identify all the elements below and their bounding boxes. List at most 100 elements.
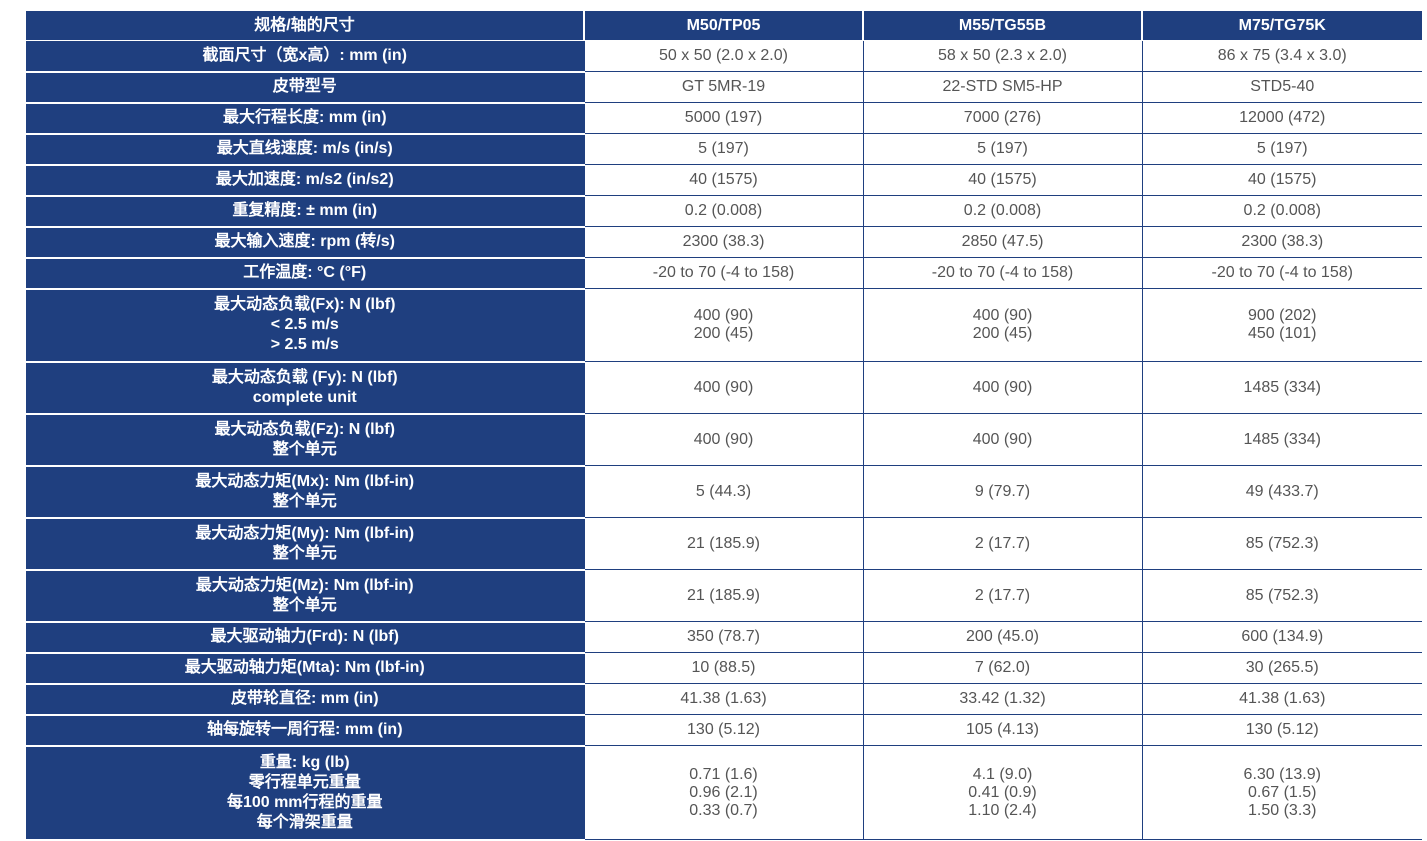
row-label-line: complete unit bbox=[252, 388, 357, 406]
cell-value: 2 (17.7) bbox=[974, 586, 1031, 604]
table-row: 最大驱动轴力(Frd): N (lbf) 350 (78.7) 200 (45.0)… bbox=[26, 621, 1422, 654]
row-label-line: 重复精度: ± mm (in) bbox=[232, 202, 378, 219]
value-cell-model-1: 2300 (38.3) bbox=[583, 226, 863, 258]
cell-value: 400 (90) bbox=[972, 430, 1033, 448]
cell-value: 7 (62.0) bbox=[974, 659, 1031, 676]
table-row: 最大动态负载(Fx): N (lbf) < 2.5 m/s > 2.5 m/s 400… bbox=[26, 288, 1422, 363]
cell-value: 0.33 (0.7) bbox=[689, 801, 758, 819]
row-label-line: 皮带轮直径: mm (in) bbox=[230, 690, 379, 707]
value-cell-model-2: -20 to 70 (-4 to 158) bbox=[862, 257, 1142, 289]
value-cell-model-1: 130 (5.12) bbox=[583, 714, 863, 746]
table-row: 最大动态力矩(Mx): Nm (lbf-in) 整个单元 5 (44.3) 9 (79… bbox=[26, 465, 1422, 519]
cell-value: 0.2 (0.008) bbox=[684, 202, 763, 219]
row-label: 最大动态力矩(Mz): Nm (lbf-in) 整个单元 bbox=[26, 569, 584, 623]
value-cell-model-3: 49 (433.7) bbox=[1141, 465, 1422, 518]
cell-value: 5 (44.3) bbox=[695, 482, 752, 500]
value-cell-model-1: 40 (1575) bbox=[583, 164, 863, 196]
value-cell-model-1: 5000 (197) bbox=[583, 102, 863, 134]
cell-value: -20 to 70 (-4 to 158) bbox=[1211, 264, 1353, 281]
row-label-line: > 2.5 m/s bbox=[270, 336, 339, 353]
row-label-line: 整个单元 bbox=[272, 492, 337, 510]
cell-value: 0.67 (1.5) bbox=[1248, 783, 1317, 801]
cell-value: 1.10 (2.4) bbox=[968, 801, 1037, 819]
value-cell-model-2: 105 (4.13) bbox=[862, 714, 1142, 746]
value-cell-model-2: 5 (197) bbox=[862, 133, 1142, 165]
value-cell-model-2: 7000 (276) bbox=[862, 102, 1142, 134]
value-cell-model-2: 9 (79.7) bbox=[862, 465, 1142, 518]
value-cell-model-3: 41.38 (1.63) bbox=[1141, 683, 1422, 715]
row-label-line: 最大动态负载 (Fy): N (lbf) bbox=[211, 368, 398, 386]
cell-value: 33.42 (1.32) bbox=[959, 690, 1046, 707]
value-cell-model-3: 12000 (472) bbox=[1141, 102, 1422, 134]
value-cell-model-2: 400 (90) bbox=[862, 413, 1142, 466]
cell-value: 400 (90) bbox=[972, 307, 1033, 324]
value-cell-model-1: 0.71 (1.6) 0.96 (2.1) 0.33 (0.7) bbox=[583, 745, 863, 840]
row-label: 最大动态力矩(Mx): Nm (lbf-in) 整个单元 bbox=[26, 465, 584, 519]
value-cell-model-2: 400 (90) 200 (45) bbox=[862, 288, 1142, 362]
table-row: 最大动态负载 (Fy): N (lbf) complete unit 400 (90… bbox=[26, 361, 1422, 415]
table-row: 皮带轮直径: mm (in) 41.38 (1.63) 33.42 (1.32) 41… bbox=[26, 683, 1422, 716]
row-label: 最大动态负载(Fz): N (lbf) 整个单元 bbox=[26, 413, 584, 467]
table-row: 皮带型号 GT 5MR-19 22-STD SM5-HP STD5-40 bbox=[26, 71, 1422, 104]
value-cell-model-3: STD5-40 bbox=[1141, 71, 1422, 103]
cell-value: 21 (185.9) bbox=[687, 534, 760, 552]
cell-value: 21 (185.9) bbox=[687, 586, 760, 604]
cell-value: 30 (265.5) bbox=[1245, 659, 1319, 676]
row-label-line: 最大动态力矩(Mz): Nm (lbf-in) bbox=[195, 576, 414, 594]
cell-value: 1485 (334) bbox=[1243, 378, 1321, 396]
cell-value: 22-STD SM5-HP bbox=[942, 78, 1063, 95]
cell-value: 5 (197) bbox=[698, 140, 749, 157]
cell-value: 86 x 75 (3.4 x 3.0) bbox=[1217, 47, 1347, 64]
row-label: 轴每旋转一周行程: mm (in) bbox=[26, 714, 584, 747]
row-label: 皮带轮直径: mm (in) bbox=[26, 683, 584, 716]
value-cell-model-2: 7 (62.0) bbox=[862, 652, 1142, 684]
cell-value: 10 (88.5) bbox=[691, 659, 756, 676]
cell-value: 4.1 (9.0) bbox=[972, 765, 1033, 783]
row-label-line: 最大直线速度: m/s (in/s) bbox=[216, 140, 393, 157]
value-cell-model-1: 50 x 50 (2.0 x 2.0) bbox=[583, 40, 863, 72]
cell-value: 1.50 (3.3) bbox=[1248, 801, 1317, 819]
row-label-line: 整个单元 bbox=[272, 440, 337, 458]
value-cell-model-2: 200 (45.0) bbox=[862, 621, 1142, 653]
cell-value: 40 (1575) bbox=[689, 171, 758, 188]
value-cell-model-2: 4.1 (9.0) 0.41 (0.9) 1.10 (2.4) bbox=[862, 745, 1142, 840]
value-cell-model-2: 58 x 50 (2.3 x 2.0) bbox=[862, 40, 1142, 72]
cell-value: -20 to 70 (-4 to 158) bbox=[931, 264, 1074, 281]
value-cell-model-1: 400 (90) bbox=[583, 413, 863, 466]
cell-value: 85 (752.3) bbox=[1245, 586, 1319, 604]
cell-value: 600 (134.9) bbox=[1241, 628, 1324, 645]
value-cell-model-3: 1485 (334) bbox=[1141, 413, 1422, 466]
value-cell-model-3: 900 (202) 450 (101) bbox=[1141, 288, 1422, 362]
cell-value: 2 (17.7) bbox=[974, 534, 1031, 552]
row-label-line: 整个单元 bbox=[272, 544, 337, 562]
value-cell-model-1: 350 (78.7) bbox=[583, 621, 863, 653]
row-label-line: 最大动态力矩(Mx): Nm (lbf-in) bbox=[195, 472, 415, 490]
cell-value: 49 (433.7) bbox=[1245, 482, 1319, 500]
cell-value: 2850 (47.5) bbox=[961, 233, 1044, 250]
cell-value: 0.2 (0.008) bbox=[963, 202, 1042, 219]
row-label-line: 最大行程长度: mm (in) bbox=[222, 109, 387, 126]
row-label-line: 最大输入速度: rpm (转/s) bbox=[214, 233, 395, 250]
row-label: 重量: kg (lb) 零行程单元重量 每100 mm行程的重量 每个滑架重量 bbox=[26, 745, 584, 841]
cell-value: 0.2 (0.008) bbox=[1243, 202, 1321, 219]
row-label: 皮带型号 bbox=[26, 71, 584, 104]
row-label-line: 皮带型号 bbox=[272, 78, 337, 95]
cell-value: 0.96 (2.1) bbox=[689, 783, 758, 801]
value-cell-model-3: -20 to 70 (-4 to 158) bbox=[1141, 257, 1422, 289]
value-cell-model-3: 5 (197) bbox=[1141, 133, 1422, 165]
cell-value: 450 (101) bbox=[1248, 325, 1317, 342]
value-cell-model-2: 2 (17.7) bbox=[862, 569, 1142, 622]
cell-value: 400 (90) bbox=[693, 378, 754, 396]
row-label-line: 最大加速度: m/s2 (in/s2) bbox=[215, 171, 394, 188]
cell-value: 41.38 (1.63) bbox=[1239, 690, 1326, 707]
value-cell-model-3: 600 (134.9) bbox=[1141, 621, 1422, 653]
cell-value: 0.71 (1.6) bbox=[689, 765, 758, 783]
header-model-3: M75/TG75K bbox=[1141, 10, 1423, 41]
value-cell-model-1: 41.38 (1.63) bbox=[583, 683, 863, 715]
cell-value: 400 (90) bbox=[972, 378, 1033, 396]
value-cell-model-3: 85 (752.3) bbox=[1141, 569, 1422, 622]
header-model-2: M55/TG55B bbox=[862, 10, 1143, 41]
row-label: 最大驱动轴力矩(Mta): Nm (lbf-in) bbox=[26, 652, 584, 685]
table-row: 工作温度: °C (°F) -20 to 70 (-4 to 158) -20 to… bbox=[26, 257, 1422, 290]
cell-value: 400 (90) bbox=[693, 430, 754, 448]
